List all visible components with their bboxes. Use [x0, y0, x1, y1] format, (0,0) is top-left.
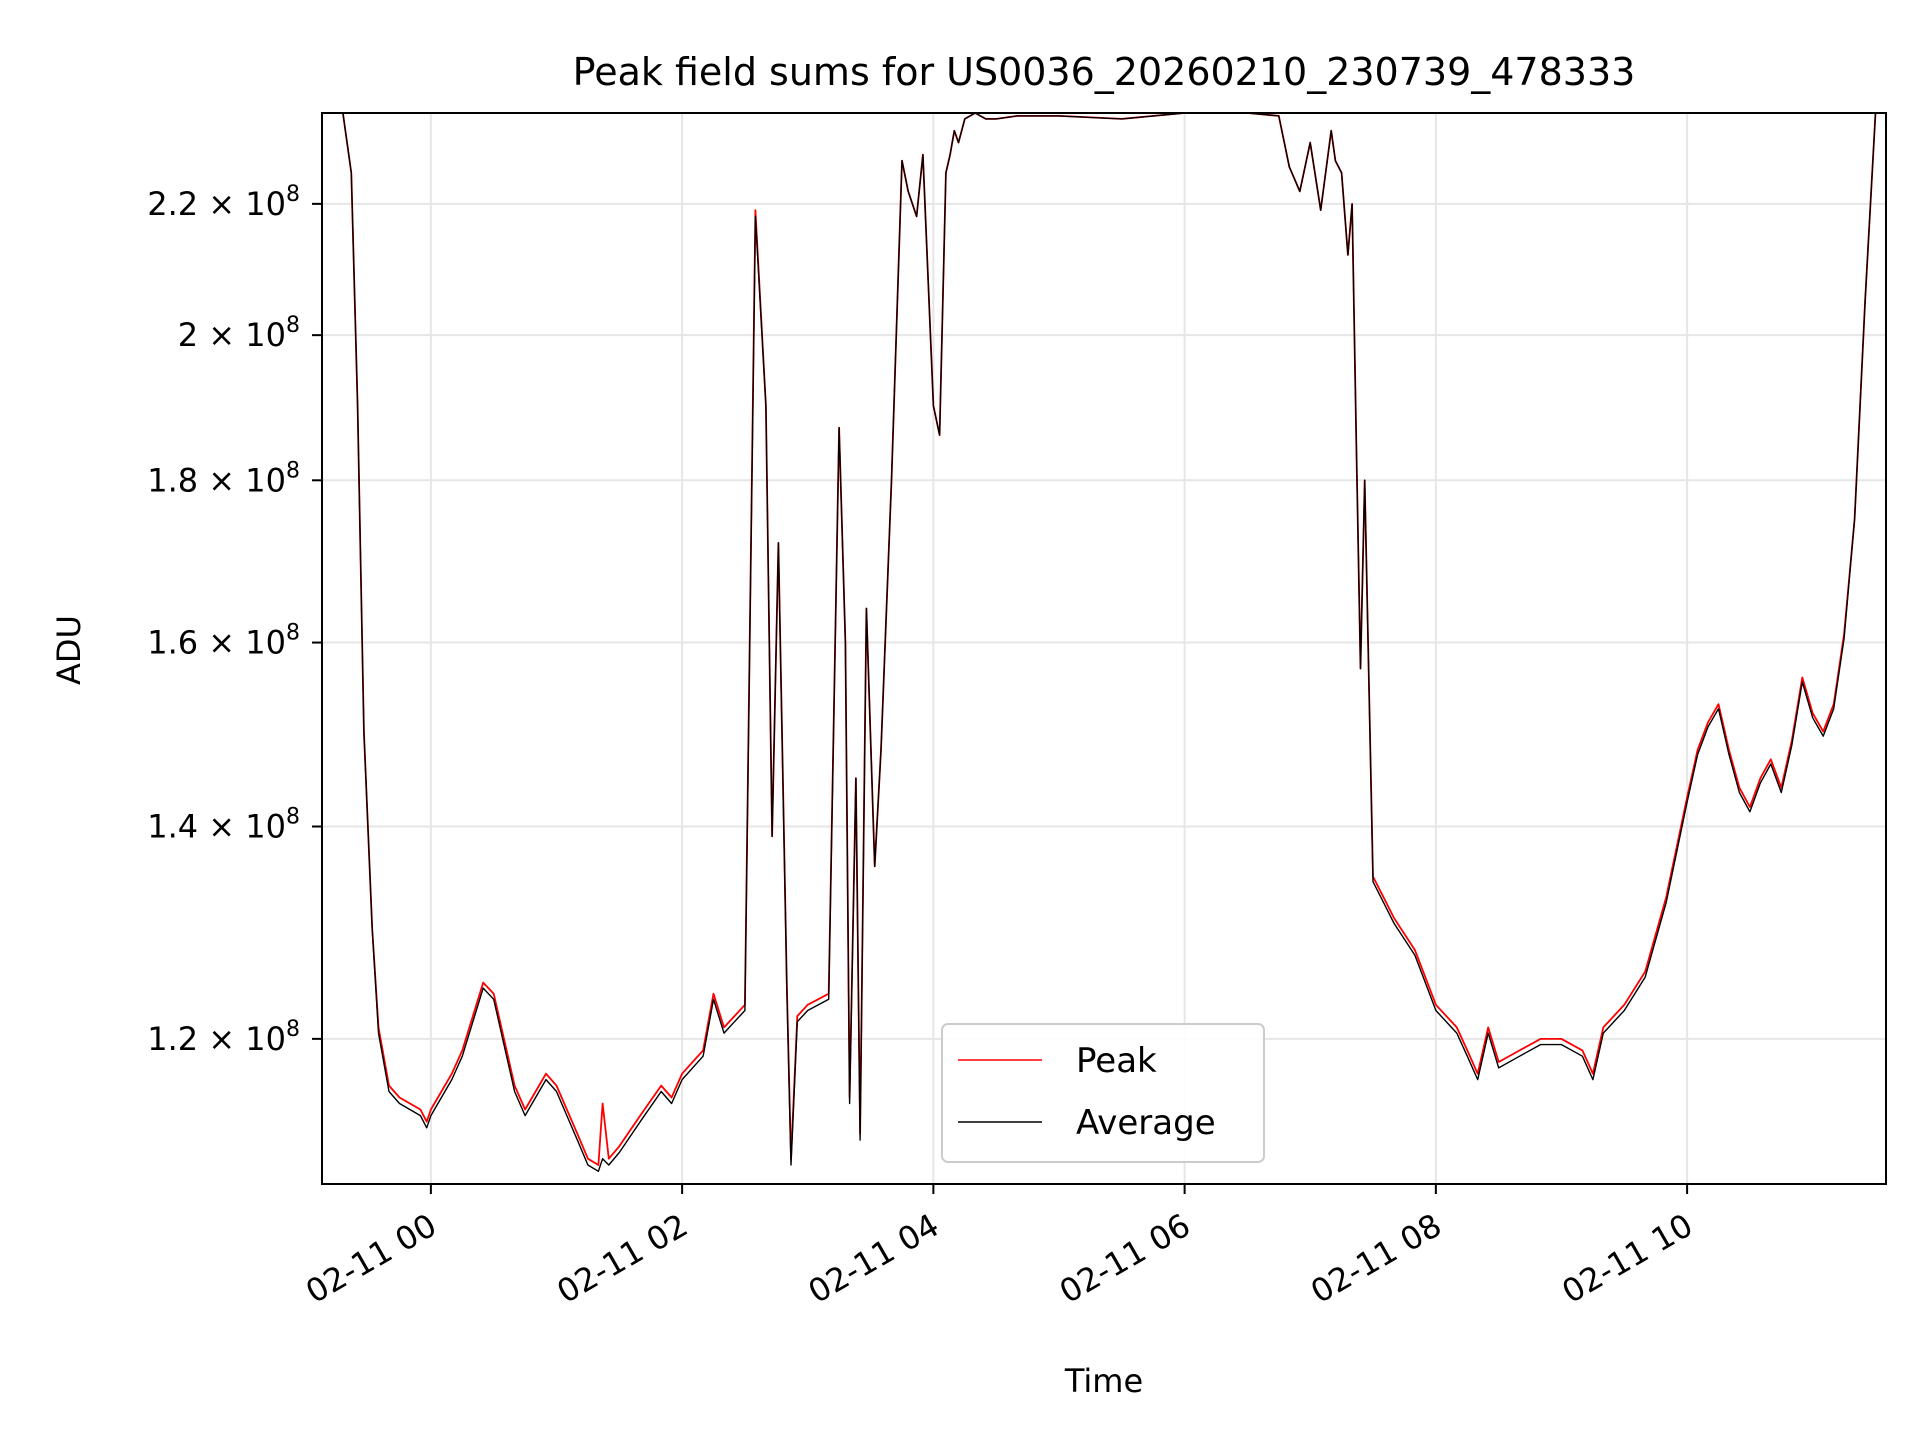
legend: Peak Average: [941, 1023, 1265, 1163]
plot-frame: [321, 112, 1887, 1185]
y-tick-label: 2.2 × 108: [147, 182, 300, 223]
x-axis-label: Time: [1064, 1362, 1143, 1400]
y-tick-label: 1.8 × 108: [147, 458, 300, 499]
legend-label-peak: Peak: [1076, 1041, 1157, 1081]
y-axis-label: ADU: [50, 615, 88, 685]
grid: [322, 113, 1886, 1184]
y-tick-label: 1.2 × 108: [147, 1017, 300, 1058]
y-tick-label: 1.4 × 108: [147, 805, 300, 846]
y-tick-label: 2 × 108: [178, 313, 300, 354]
legend-label-average: Average: [1076, 1103, 1216, 1143]
y-axis: 1.2 × 108 1.4 × 108 1.6 × 108 1.8 × 108 2 × …: [147, 182, 322, 1058]
y-tick-label: 1.6 × 108: [147, 621, 300, 662]
series-layer: [322, 112, 1886, 1173]
legend-box: [941, 1023, 1265, 1163]
chart-title: Peak field sums for US0036_20260210_2307…: [573, 50, 1636, 94]
series-line-average: [322, 112, 1886, 1173]
